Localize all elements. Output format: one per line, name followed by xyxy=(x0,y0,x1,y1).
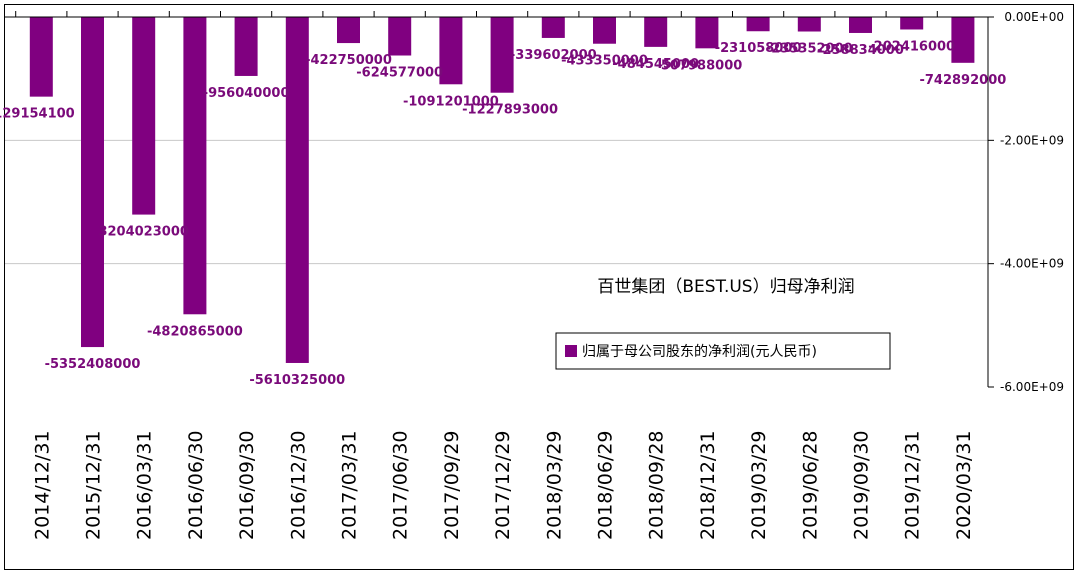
legend-box xyxy=(555,332,891,370)
x-tick-label: 2016/06/30 xyxy=(185,430,207,540)
x-tick-label: 2018/09/28 xyxy=(646,430,668,540)
bar xyxy=(132,17,156,215)
bar-value-label: -202416000 xyxy=(868,39,955,54)
bar xyxy=(183,17,207,315)
bar-value-label: -484545000 xyxy=(612,57,699,72)
bar-value-label: -4820865000 xyxy=(147,324,243,339)
bar xyxy=(695,17,719,49)
x-axis: 2014/12/31 2015/12/31 2016/03/31 2016/06/30… xyxy=(5,11,988,540)
bar xyxy=(234,17,258,76)
bar-value-label: -1227893000 xyxy=(462,103,558,118)
x-tick-label: 2019/12/31 xyxy=(902,430,924,540)
bar xyxy=(951,17,975,63)
x-tick-label: 2019/09/30 xyxy=(851,430,873,540)
x-tick-label: 2018/12/31 xyxy=(697,430,719,540)
chart-title: 百世集团（BEST.US）归母净利润 xyxy=(597,277,854,297)
y-tick-label: 0.00E+00 xyxy=(1004,10,1064,24)
x-tick-label: 2018/03/29 xyxy=(543,430,565,540)
bar xyxy=(900,17,924,30)
bar xyxy=(81,17,104,348)
y-axis: 0.00E+00 -2.00E+09 -4.00E+09 -6.00E+09 xyxy=(987,10,1064,394)
y-tick-label: -6.00E+09 xyxy=(1000,380,1064,394)
bar-value-label: -742892000 xyxy=(919,73,1006,88)
bar xyxy=(29,17,53,97)
x-tick-label: 2019/06/28 xyxy=(799,430,821,540)
bar xyxy=(541,17,565,38)
bar xyxy=(797,17,821,32)
x-tick-label: 2020/03/31 xyxy=(953,430,975,540)
x-tick-label: 2014/12/31 xyxy=(31,430,53,540)
bar-value-label: -507988000 xyxy=(655,58,742,73)
bar xyxy=(849,17,872,33)
x-tick-label: 2015/12/31 xyxy=(83,430,105,540)
bar-value-label: -422750000 xyxy=(305,53,392,68)
bar xyxy=(490,17,514,93)
bar xyxy=(746,17,770,32)
x-tick-label: 2018/06/29 xyxy=(595,430,617,540)
bar-value-label: -129154100 xyxy=(0,107,75,122)
bar-value-label: -339602000 xyxy=(510,48,597,63)
bar-value-label: -235352000 xyxy=(766,42,853,57)
data-labels: -129154100 -5352408000 3204023000 -48208650… xyxy=(0,39,1006,387)
bars xyxy=(29,17,975,363)
x-tick-label: 2017/06/30 xyxy=(390,430,412,540)
bar-value-label: -956040000 xyxy=(203,86,290,101)
x-tick-label: 2017/03/31 xyxy=(339,430,361,540)
x-tick-label: 2016/09/30 xyxy=(236,430,258,540)
bar-value-label: -5352408000 xyxy=(45,357,141,372)
y-tick-label: -2.00E+09 xyxy=(1000,133,1064,147)
bar xyxy=(337,17,360,44)
legend-label: 归属于母公司股东的净利润(元人民币) xyxy=(582,343,817,360)
x-tick-label: 2019/03/29 xyxy=(748,430,770,540)
bar xyxy=(285,17,309,363)
bar-value-label: -231058000 xyxy=(715,41,802,56)
x-tick-label: 2016/03/31 xyxy=(134,430,156,540)
bar-value-label: -5610325000 xyxy=(249,373,345,388)
bar-value-label: -1091201000 xyxy=(403,94,499,109)
bar-value-label: -258834000 xyxy=(817,43,904,58)
bar xyxy=(388,17,412,56)
gridlines xyxy=(5,139,988,265)
x-tick-label: 2016/12/30 xyxy=(287,430,309,540)
chart-frame xyxy=(4,4,1074,570)
bar-value-label: 3204023000 xyxy=(98,225,188,240)
y-tick-label: -4.00E+09 xyxy=(1000,257,1064,271)
bar xyxy=(593,17,616,44)
x-tick-label: 2017/12/29 xyxy=(492,430,514,540)
x-tick-label: 2017/09/29 xyxy=(441,430,463,540)
bar xyxy=(439,17,463,85)
bar-value-label: -433350000 xyxy=(561,54,648,69)
legend: 归属于母公司股东的净利润(元人民币) xyxy=(555,332,891,370)
bar xyxy=(644,17,668,47)
legend-swatch xyxy=(565,345,577,357)
bar-value-label: -624577000 xyxy=(356,66,443,81)
